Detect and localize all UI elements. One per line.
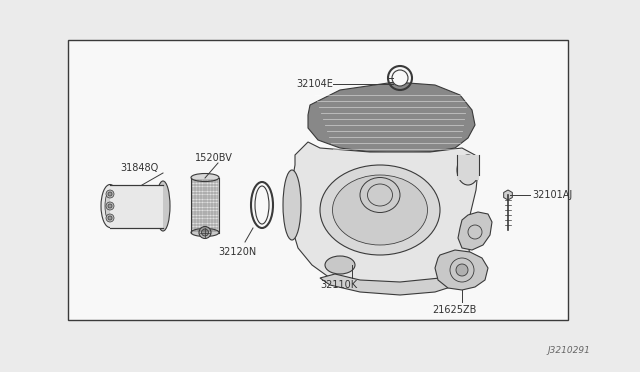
Ellipse shape — [325, 256, 355, 274]
Ellipse shape — [457, 155, 479, 185]
Text: 32104E: 32104E — [296, 79, 333, 89]
Circle shape — [202, 229, 209, 236]
Ellipse shape — [392, 70, 408, 86]
Polygon shape — [435, 250, 488, 290]
Bar — [110, 185, 163, 228]
Circle shape — [106, 190, 114, 198]
Circle shape — [106, 202, 114, 210]
Ellipse shape — [320, 165, 440, 255]
Ellipse shape — [255, 186, 269, 224]
Polygon shape — [320, 270, 468, 295]
Bar — [68, 40, 568, 320]
Polygon shape — [290, 142, 478, 288]
Ellipse shape — [283, 170, 301, 240]
Text: 31848Q: 31848Q — [120, 163, 158, 173]
Polygon shape — [308, 82, 475, 153]
Polygon shape — [458, 212, 492, 250]
Text: 1520BV: 1520BV — [195, 153, 233, 163]
Bar — [191, 177, 219, 232]
Ellipse shape — [191, 173, 219, 182]
Text: 21625ZB: 21625ZB — [432, 305, 476, 315]
Polygon shape — [504, 190, 513, 200]
Circle shape — [199, 227, 211, 238]
Bar — [457, 155, 479, 180]
Ellipse shape — [105, 191, 115, 221]
Ellipse shape — [333, 175, 428, 245]
Circle shape — [106, 214, 114, 222]
Text: 32120N: 32120N — [218, 247, 256, 257]
Ellipse shape — [156, 181, 170, 231]
Circle shape — [108, 192, 112, 196]
Ellipse shape — [191, 228, 219, 237]
Text: 32110K: 32110K — [320, 280, 357, 290]
Ellipse shape — [101, 185, 119, 228]
Circle shape — [108, 216, 112, 220]
Text: 32101AJ: 32101AJ — [532, 190, 572, 200]
Text: J3210291: J3210291 — [547, 346, 590, 355]
Circle shape — [108, 204, 112, 208]
Circle shape — [456, 264, 468, 276]
